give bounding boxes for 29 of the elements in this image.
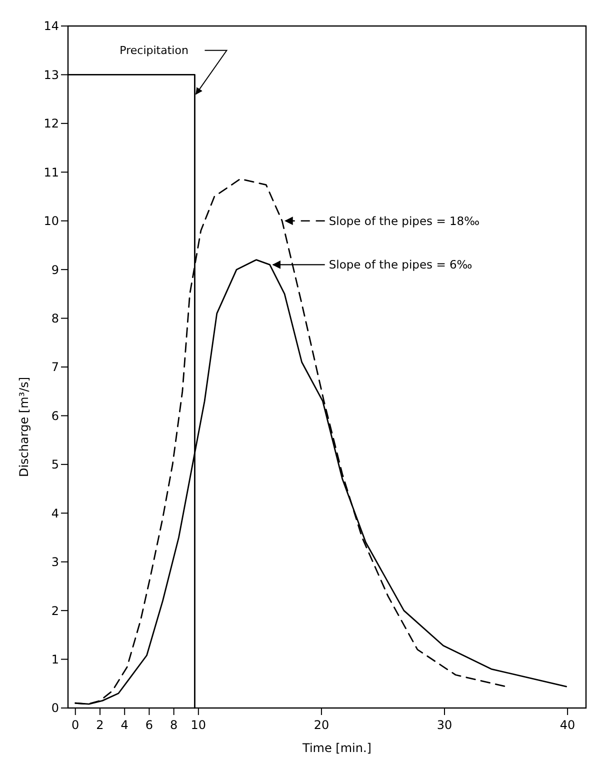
series-label: Precipitation bbox=[120, 44, 188, 58]
y-tick-label: 12 bbox=[44, 116, 59, 131]
x-tick-label: 4 bbox=[120, 718, 128, 732]
y-tick-label: 2 bbox=[51, 604, 59, 618]
y-tick-label: 7 bbox=[51, 360, 59, 374]
x-tick-label: 8 bbox=[170, 718, 178, 732]
x-tick-label: 2 bbox=[96, 718, 104, 732]
y-axis-title: Discharge [m³/s] bbox=[17, 376, 31, 478]
y-tick-label: 6 bbox=[51, 408, 59, 423]
legend-label: Slope of the pipes = 18‰ bbox=[328, 214, 480, 228]
y-tick-label: 3 bbox=[51, 555, 59, 570]
x-tick-label: 40 bbox=[560, 718, 576, 732]
y-tick-label: 13 bbox=[44, 68, 59, 82]
y-tick-label: 10 bbox=[44, 214, 59, 228]
y-tick-label: 0 bbox=[51, 701, 59, 716]
y-tick-label: 11 bbox=[44, 165, 59, 180]
y-tick-label: 8 bbox=[51, 311, 59, 326]
y-tick-label: 9 bbox=[51, 262, 59, 277]
y-tick-label: 1 bbox=[51, 652, 59, 666]
x-tick-label: 0 bbox=[72, 718, 80, 732]
x-tick-label: 30 bbox=[436, 718, 452, 732]
x-tick-label: 10 bbox=[190, 718, 206, 732]
x-tick-label: 20 bbox=[314, 718, 330, 732]
x-tick-label: 6 bbox=[145, 718, 154, 732]
y-tick-label: 4 bbox=[51, 506, 59, 520]
y-tick-label: 14 bbox=[44, 19, 59, 34]
y-tick-label: 5 bbox=[51, 458, 59, 472]
legend-label: Slope of the pipes = 6‰ bbox=[328, 258, 472, 272]
x-axis-title: Time [min.] bbox=[302, 741, 372, 755]
